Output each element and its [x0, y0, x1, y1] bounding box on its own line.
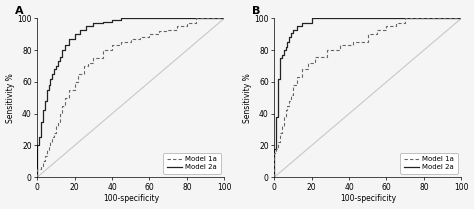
Y-axis label: Sensitivity %: Sensitivity %: [243, 73, 252, 123]
X-axis label: 100-specificity: 100-specificity: [340, 194, 396, 203]
X-axis label: 100-specificity: 100-specificity: [103, 194, 159, 203]
Legend: Model 1a, Model 2a: Model 1a, Model 2a: [400, 153, 458, 174]
Text: B: B: [252, 6, 260, 16]
Y-axis label: Sensitivity %: Sensitivity %: [6, 73, 15, 123]
Text: A: A: [15, 6, 24, 16]
Legend: Model 1a, Model 2a: Model 1a, Model 2a: [163, 153, 221, 174]
